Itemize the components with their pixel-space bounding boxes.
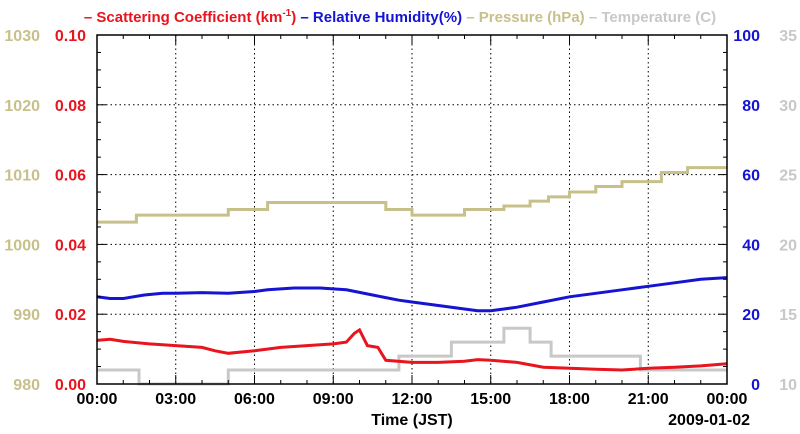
x-axis-title: Time (JST) bbox=[371, 412, 453, 429]
pressure-tick-label: 990 bbox=[13, 307, 40, 324]
humidity-tick-label: 60 bbox=[742, 168, 760, 185]
scattering-tick-label: 0.08 bbox=[55, 98, 86, 115]
grid bbox=[97, 35, 727, 384]
humidity-tick-label: 40 bbox=[742, 237, 760, 254]
scattering-tick-label: 0.10 bbox=[55, 28, 86, 45]
pressure-tick-label: 1030 bbox=[4, 28, 40, 45]
scattering-tick-label: 0.00 bbox=[55, 377, 86, 394]
pressure-tick-label: 1000 bbox=[4, 237, 40, 254]
x-tick-label: 03:00 bbox=[155, 391, 196, 408]
title-superscript: -1 bbox=[282, 8, 291, 19]
scattering-tick-label: 0.02 bbox=[55, 307, 86, 324]
series-lines bbox=[96, 166, 728, 386]
pressure-tick-label: 980 bbox=[13, 377, 40, 394]
title-part: – Temperature (C) bbox=[585, 9, 716, 26]
x-tick-label: 00:00 bbox=[707, 391, 748, 408]
humidity-tick-label: 100 bbox=[733, 28, 760, 45]
temperature-tick-label: 35 bbox=[779, 28, 797, 45]
series-pressure-hpa bbox=[97, 166, 727, 224]
x-tick-label: 06:00 bbox=[234, 391, 275, 408]
title-part: – Pressure (hPa) bbox=[462, 9, 585, 26]
x-tick-label: 21:00 bbox=[628, 391, 669, 408]
scattering-tick-label: 0.06 bbox=[55, 168, 86, 185]
x-tick-label: 00:00 bbox=[77, 391, 118, 408]
x-tick-label: 12:00 bbox=[392, 391, 433, 408]
temperature-tick-label: 15 bbox=[779, 307, 797, 324]
chart-title: – Scattering Coefficient (km-1) – Relati… bbox=[84, 8, 716, 26]
temperature-tick-label: 20 bbox=[779, 237, 797, 254]
chart-title-text: – Scattering Coefficient (km-1) – Relati… bbox=[84, 8, 716, 26]
pressure-tick-label: 1010 bbox=[4, 168, 40, 185]
humidity-tick-label: 0 bbox=[751, 377, 760, 394]
series-scattering-coefficient-km-1 bbox=[96, 327, 728, 372]
scattering-tick-label: 0.04 bbox=[55, 237, 86, 254]
axes: 00:00 03:00 06:00 09:00 12:00 15:00 18:00 21:00… bbox=[4, 28, 797, 408]
temperature-tick-label: 10 bbox=[779, 377, 797, 394]
title-part: – Relative Humidity(%) bbox=[296, 9, 462, 26]
title-part: – Scattering Coefficient (km bbox=[84, 9, 282, 26]
humidity-tick-label: 80 bbox=[742, 98, 760, 115]
x-tick-label: 15:00 bbox=[470, 391, 511, 408]
series-relative-humidity bbox=[96, 276, 728, 313]
temperature-tick-label: 30 bbox=[779, 98, 797, 115]
title-part-tail: ) bbox=[291, 9, 296, 26]
humidity-tick-label: 20 bbox=[742, 307, 760, 324]
x-tick-label: 18:00 bbox=[549, 391, 590, 408]
pressure-tick-label: 1020 bbox=[4, 98, 40, 115]
temperature-tick-label: 25 bbox=[779, 168, 797, 185]
x-tick-label: 09:00 bbox=[313, 391, 354, 408]
date-label: 2009-01-02 bbox=[668, 412, 750, 429]
